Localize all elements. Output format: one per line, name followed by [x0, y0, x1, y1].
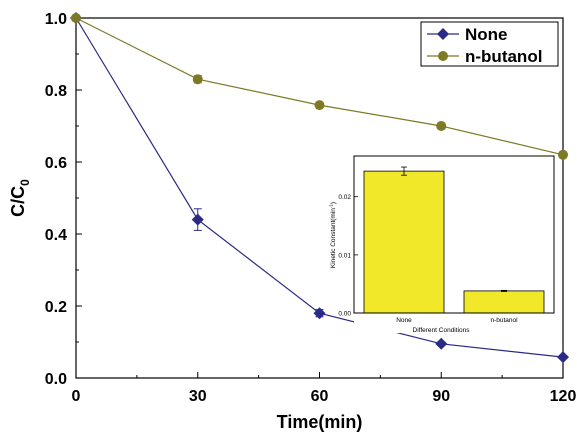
inset-chart: None n-butanol 0.00 0.01 0.02 Different Cond… [329, 155, 555, 334]
y-tick-label: 0.6 [45, 155, 67, 172]
y-axis-title-main: C/C [8, 186, 28, 217]
data-point [314, 100, 325, 111]
inset-y-tick-label: 0.01 [338, 252, 351, 259]
inset-x-axis-title: Different Conditions [413, 327, 471, 334]
inset-bars-group [363, 166, 545, 314]
x-tick-label: 90 [432, 388, 450, 405]
y-tick-label: 0.2 [45, 299, 67, 316]
inset-x-tick-label: n-butanol [490, 317, 518, 324]
inset-axis-ticks [354, 196, 358, 314]
data-point [436, 121, 447, 131]
data-point [313, 307, 326, 320]
y-tick-label: 0.8 [45, 83, 67, 100]
legend-marker-n-butanol [438, 51, 448, 61]
y-tick-label: 0.4 [45, 227, 67, 244]
x-tick-label: 0 [72, 388, 81, 405]
inset-y-axis-title-close: ) [330, 202, 337, 204]
main-tick-labels: 0 30 60 90 120 0.0 0.2 0.4 0.6 0.8 1.0 [45, 11, 577, 405]
data-point [71, 13, 81, 23]
inset-x-tick-label: None [396, 317, 412, 324]
data-point [558, 149, 568, 160]
x-tick-label: 120 [550, 388, 577, 405]
data-point [435, 337, 448, 350]
inset-y-tick-label: 0.00 [338, 311, 351, 318]
data-point [557, 351, 569, 364]
x-axis-title: Time(min) [277, 412, 363, 432]
data-point [191, 213, 204, 226]
y-axis-title: C/C0 [8, 179, 32, 217]
inset-y-axis-title: Kinetic Constant(min-1) [329, 202, 338, 268]
inset-tick-labels: None n-butanol 0.00 0.01 0.02 [338, 194, 518, 324]
inset-y-tick-label: 0.02 [338, 194, 351, 201]
y-axis-title-subscript: 0 [18, 179, 32, 186]
inset-bar [363, 170, 445, 314]
inset-y-axis-title-sup: -1 [329, 204, 334, 208]
main-axis-ticks [75, 17, 564, 379]
inset-plot-frame [353, 155, 555, 314]
legend-label-n-butanol: n-butanol [465, 47, 542, 66]
inset-bar [463, 290, 545, 314]
legend: None n-butanol [420, 21, 559, 67]
inset-y-axis-title-main: Kinetic Constant(min [330, 208, 337, 268]
x-tick-label: 30 [189, 388, 207, 405]
data-point [192, 74, 203, 85]
series-n-butanol [71, 13, 568, 160]
y-tick-label: 1.0 [45, 11, 67, 28]
y-tick-label: 0.0 [45, 371, 67, 388]
legend-marker-none [437, 28, 449, 40]
svg-text:C/C0: C/C0 [8, 179, 32, 217]
main-series-group [70, 12, 569, 364]
x-tick-label: 60 [311, 388, 329, 405]
legend-label-none: None [465, 25, 508, 44]
